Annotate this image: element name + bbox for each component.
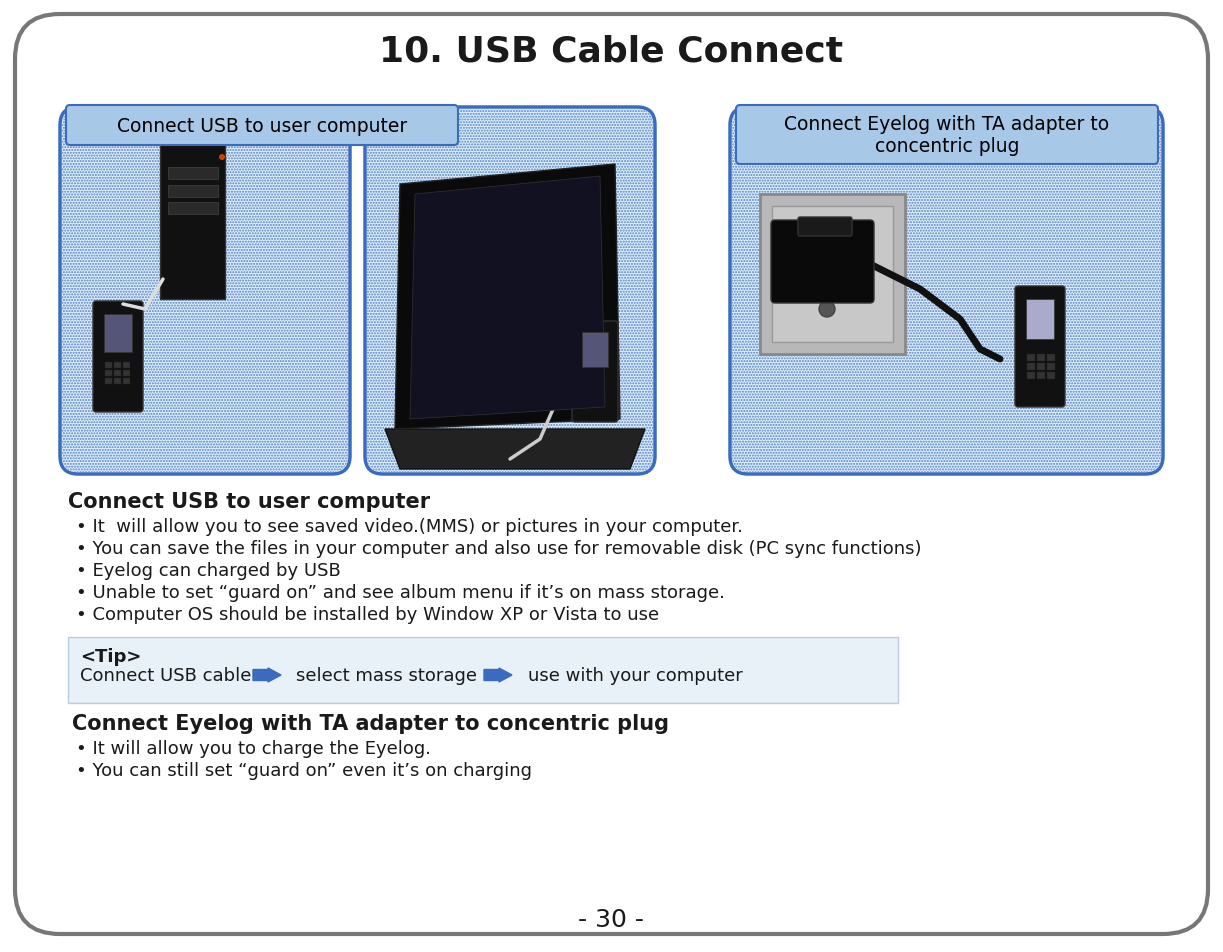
- Circle shape: [833, 258, 857, 282]
- Bar: [1047, 372, 1055, 380]
- FancyBboxPatch shape: [733, 109, 1161, 472]
- Bar: [124, 370, 130, 377]
- FancyArrow shape: [253, 668, 281, 683]
- FancyBboxPatch shape: [68, 637, 898, 704]
- Text: • You can save the files in your computer and also use for removable disk (PC sy: • You can save the files in your compute…: [76, 540, 921, 558]
- Bar: [168, 203, 218, 215]
- Bar: [1027, 364, 1035, 370]
- Bar: [168, 168, 218, 180]
- FancyBboxPatch shape: [15, 15, 1208, 934]
- Bar: [114, 363, 121, 368]
- Bar: [124, 379, 130, 385]
- Polygon shape: [385, 429, 645, 469]
- FancyBboxPatch shape: [770, 221, 874, 304]
- Bar: [1047, 355, 1055, 362]
- FancyBboxPatch shape: [93, 302, 143, 412]
- FancyBboxPatch shape: [60, 108, 350, 474]
- Text: use with your computer: use with your computer: [528, 666, 742, 684]
- Bar: [124, 363, 130, 368]
- Text: Connect USB to user computer: Connect USB to user computer: [68, 491, 430, 511]
- FancyBboxPatch shape: [62, 109, 349, 472]
- Text: <Tip>: <Tip>: [79, 647, 142, 665]
- Bar: [1037, 372, 1044, 380]
- Text: - 30 -: - 30 -: [578, 907, 645, 931]
- Bar: [759, 195, 905, 355]
- Text: Connect USB to user computer: Connect USB to user computer: [117, 116, 407, 135]
- Text: • It  will allow you to see saved video.(MMS) or pictures in your computer.: • It will allow you to see saved video.(…: [76, 518, 744, 535]
- Text: Connect USB cable: Connect USB cable: [79, 666, 252, 684]
- Polygon shape: [410, 177, 605, 420]
- Bar: [1026, 300, 1054, 340]
- Bar: [582, 332, 608, 367]
- FancyBboxPatch shape: [1015, 287, 1065, 407]
- Bar: [105, 370, 113, 377]
- Text: Connect Eyelog with TA adapter to concentric plug: Connect Eyelog with TA adapter to concen…: [72, 713, 669, 733]
- Bar: [1027, 355, 1035, 362]
- Text: select mass storage: select mass storage: [296, 666, 477, 684]
- Text: Connect Eyelog with TA adapter to
concentric plug: Connect Eyelog with TA adapter to concen…: [784, 115, 1109, 156]
- Bar: [1037, 364, 1044, 370]
- FancyBboxPatch shape: [797, 218, 852, 237]
- Polygon shape: [395, 165, 620, 429]
- Circle shape: [796, 258, 819, 282]
- Text: • Unable to set “guard on” and see album menu if it’s on mass storage.: • Unable to set “guard on” and see album…: [76, 584, 725, 602]
- FancyBboxPatch shape: [66, 106, 457, 146]
- FancyBboxPatch shape: [364, 108, 656, 474]
- FancyBboxPatch shape: [736, 106, 1158, 165]
- Bar: [104, 315, 132, 352]
- FancyBboxPatch shape: [730, 108, 1163, 474]
- Bar: [772, 207, 893, 343]
- Text: • It will allow you to charge the Eyelog.: • It will allow you to charge the Eyelog…: [76, 739, 430, 757]
- Text: • Eyelog can charged by USB: • Eyelog can charged by USB: [76, 562, 341, 580]
- FancyBboxPatch shape: [367, 109, 653, 472]
- Bar: [1037, 355, 1044, 362]
- Bar: [105, 379, 113, 385]
- Bar: [1027, 372, 1035, 380]
- Bar: [1047, 364, 1055, 370]
- Text: • Computer OS should be installed by Window XP or Vista to use: • Computer OS should be installed by Win…: [76, 605, 659, 624]
- Bar: [114, 370, 121, 377]
- Bar: [114, 379, 121, 385]
- Circle shape: [219, 155, 225, 161]
- Bar: [105, 363, 113, 368]
- Text: • You can still set “guard on” even it’s on charging: • You can still set “guard on” even it’s…: [76, 762, 532, 779]
- FancyBboxPatch shape: [572, 322, 618, 423]
- Circle shape: [819, 302, 835, 318]
- Bar: [168, 186, 218, 198]
- Text: 10. USB Cable Connect: 10. USB Cable Connect: [379, 35, 843, 69]
- FancyArrow shape: [484, 668, 512, 683]
- Bar: [160, 145, 225, 300]
